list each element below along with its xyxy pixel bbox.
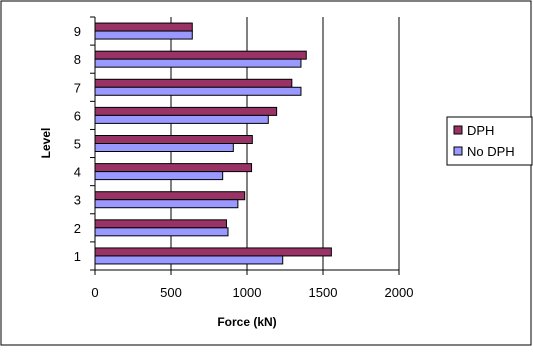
x-tick-label: 1500: [309, 285, 338, 300]
bar-dph-level-7: [94, 78, 293, 88]
bar-no-dph-level-6: [94, 114, 269, 124]
bar-dph-level-3: [94, 191, 246, 201]
x-tick-label: 500: [160, 285, 182, 300]
bar-dph-level-5: [94, 135, 253, 144]
x-tick-label: 2000: [385, 285, 414, 300]
x-axis-title: Force (kN): [217, 315, 276, 329]
bar-dph-level-1: [94, 247, 332, 257]
x-tick-label: 1000: [233, 285, 262, 300]
bar-dph-level-6: [94, 106, 278, 116]
bars: [94, 22, 332, 265]
y-tick-label: 9: [74, 24, 81, 39]
bar-no-dph-level-9: [94, 30, 193, 40]
bar-no-dph-level-8: [94, 58, 302, 68]
bar-no-dph-level-3: [94, 199, 239, 209]
y-tick-label: 8: [74, 52, 81, 67]
y-tick-label: 6: [74, 108, 81, 123]
bar-dph-level-4: [94, 163, 253, 173]
y-axis-title: Level: [39, 128, 53, 159]
y-tick-label: 5: [74, 137, 81, 152]
y-tick-label: 1: [74, 249, 81, 264]
y-tick-label: 7: [74, 80, 81, 95]
legend-label-no-dph: No DPH: [467, 144, 515, 159]
legend-box: [446, 116, 533, 166]
bar-no-dph-level-4: [94, 171, 224, 181]
legend-swatch-no-dph: [453, 146, 463, 156]
bar-no-dph-level-1: [94, 255, 284, 265]
axes: 0 500 1000 1500 2000 1 2 3 4 5 6 7 8 9: [74, 16, 414, 300]
legend-swatch-dph: [453, 125, 463, 135]
bar-dph-level-2: [94, 219, 227, 229]
bar-no-dph-level-5: [94, 143, 234, 152]
y-tick-label: 4: [74, 165, 81, 180]
y-tick-label: 3: [74, 193, 81, 208]
bar-dph-level-8: [94, 50, 307, 60]
bar-dph-level-9: [94, 22, 193, 32]
bar-no-dph-level-7: [94, 86, 302, 96]
bar-no-dph-level-2: [94, 227, 229, 237]
legend: DPH No DPH: [446, 116, 533, 166]
x-tick-label: 0: [91, 285, 98, 300]
legend-label-dph: DPH: [467, 123, 494, 138]
y-tick-label: 2: [74, 221, 81, 236]
